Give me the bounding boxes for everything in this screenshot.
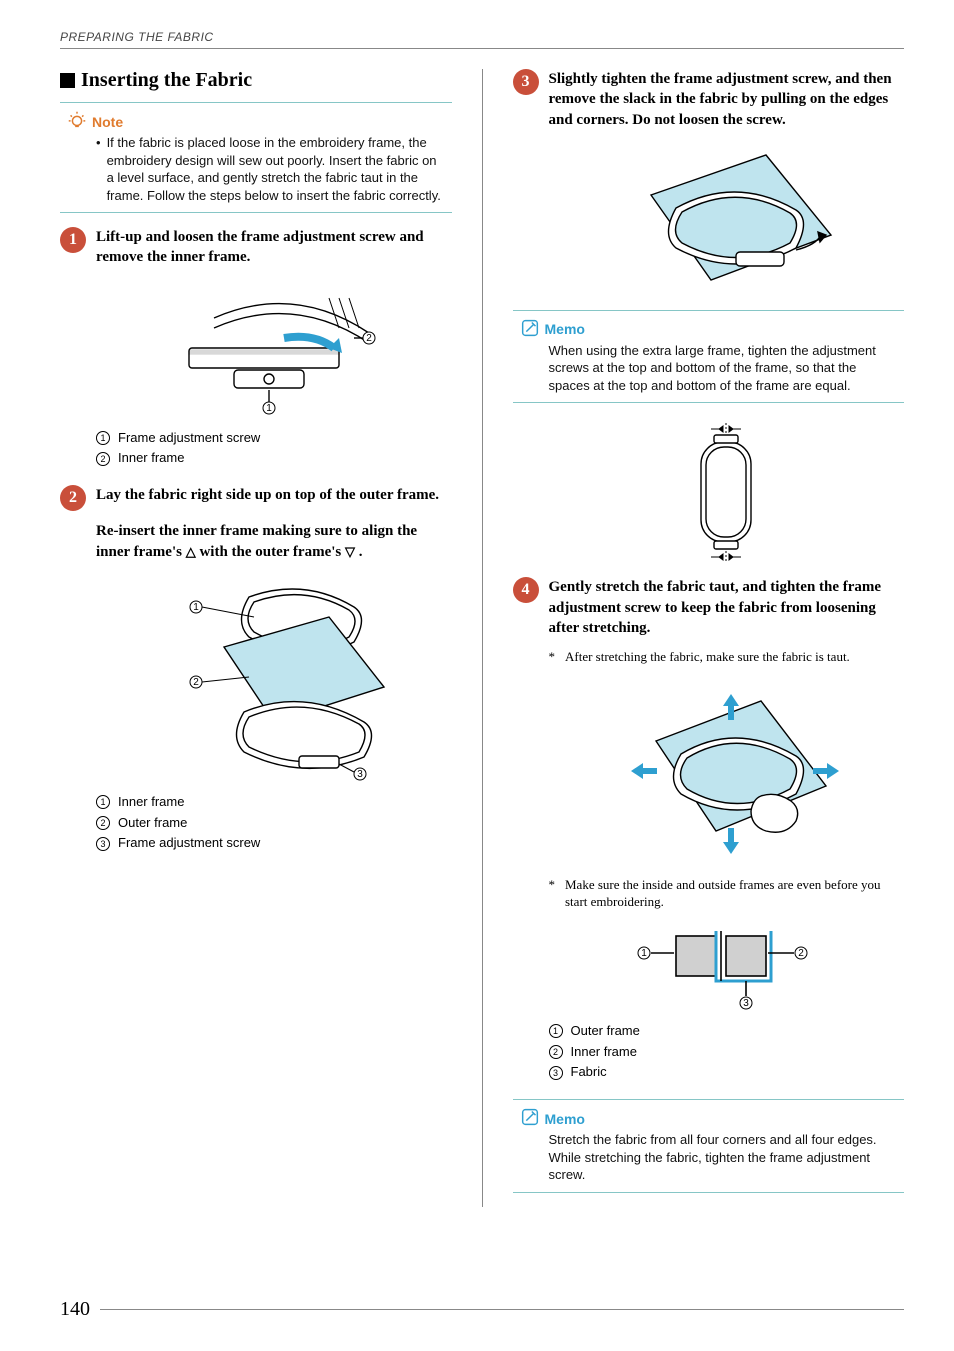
svg-text:1: 1 xyxy=(193,602,199,613)
svg-text:2: 2 xyxy=(366,333,372,344)
legend-step4: 1Outer frame 2Inner frame 3Fabric xyxy=(549,1021,905,1083)
legend-item: Outer frame xyxy=(571,1021,640,1042)
svg-text:1: 1 xyxy=(641,948,647,959)
memo-box-2: Memo Stretch the fabric from all four co… xyxy=(513,1099,905,1193)
figure-step4b: 1 2 3 xyxy=(549,921,905,1011)
note-label: Note xyxy=(92,114,123,130)
step-text: Slightly tighten the frame adjustment sc… xyxy=(549,69,905,130)
lightbulb-icon xyxy=(66,109,88,134)
svg-text:3: 3 xyxy=(357,769,363,780)
memo-header: Memo xyxy=(519,317,899,342)
step-text: Lift-up and loosen the frame adjustment … xyxy=(96,227,452,268)
triangle-up-icon: △ xyxy=(186,544,196,559)
memo-body: Stretch the fabric from all four corners… xyxy=(519,1131,899,1184)
page-number: 140 xyxy=(60,1298,90,1321)
section-title: Inserting the Fabric xyxy=(60,69,452,92)
legend-step2: 1Inner frame 2Outer frame 3Frame adjustm… xyxy=(96,792,452,854)
figure-step2: 1 2 3 xyxy=(96,572,452,782)
step-1: 1 Lift-up and loosen the frame adjustmen… xyxy=(60,227,452,268)
step4-note2: *Make sure the inside and outside frames… xyxy=(549,876,905,911)
column-divider xyxy=(482,69,483,1207)
memo-label: Memo xyxy=(545,1111,585,1127)
legend-item: Inner frame xyxy=(118,448,184,469)
legend-step1: 1Frame adjustment screw 2Inner frame xyxy=(96,428,452,470)
footer-rule xyxy=(100,1309,904,1310)
legend-item: Inner frame xyxy=(571,1042,637,1063)
step-badge: 4 xyxy=(513,577,539,603)
figure-step4a xyxy=(549,676,905,866)
note-text: If the fabric is placed loose in the emb… xyxy=(107,134,446,204)
legend-item: Outer frame xyxy=(118,813,187,834)
section-title-text: Inserting the Fabric xyxy=(81,69,252,92)
memo-icon xyxy=(519,1106,541,1131)
step-2: 2 Lay the fabric right side up on top of… xyxy=(60,485,452,511)
svg-text:2: 2 xyxy=(193,677,199,688)
step-badge: 3 xyxy=(513,69,539,95)
legend-item: Frame adjustment screw xyxy=(118,428,260,449)
step-4: 4 Gently stretch the fabric taut, and ti… xyxy=(513,577,905,638)
legend-item: Fabric xyxy=(571,1062,607,1083)
figure-memo1 xyxy=(549,417,905,567)
note-header: Note xyxy=(66,109,446,134)
content-columns: Inserting the Fabric Note •If the fabric… xyxy=(60,69,904,1207)
note-box: Note •If the fabric is placed loose in t… xyxy=(60,102,452,213)
note-body: •If the fabric is placed loose in the em… xyxy=(66,134,446,204)
step-text: Lay the fabric right side up on top of t… xyxy=(96,485,439,511)
section-square-icon xyxy=(60,73,75,88)
step-3: 3 Slightly tighten the frame adjustment … xyxy=(513,69,905,130)
svg-text:3: 3 xyxy=(743,998,749,1009)
memo-icon xyxy=(519,317,541,342)
left-column: Inserting the Fabric Note •If the fabric… xyxy=(60,69,452,1207)
step-badge: 1 xyxy=(60,227,86,253)
step-text: Gently stretch the fabric taut, and tigh… xyxy=(549,577,905,638)
memo-header: Memo xyxy=(519,1106,899,1131)
svg-text:2: 2 xyxy=(798,948,804,959)
right-column: 3 Slightly tighten the frame adjustment … xyxy=(513,69,905,1207)
memo-body: When using the extra large frame, tighte… xyxy=(519,342,899,395)
step-2-sub: Re-insert the inner frame making sure to… xyxy=(96,521,452,562)
step4-note1: *After stretching the fabric, make sure … xyxy=(549,648,905,666)
figure-step3 xyxy=(549,140,905,300)
step-badge: 2 xyxy=(60,485,86,511)
legend-item: Inner frame xyxy=(118,792,184,813)
triangle-down-icon: ▽ xyxy=(345,544,355,559)
memo-box-1: Memo When using the extra large frame, t… xyxy=(513,310,905,404)
running-header: PREPARING THE FABRIC xyxy=(60,30,904,49)
memo-label: Memo xyxy=(545,321,585,337)
figure-step1: 1 2 xyxy=(96,278,452,418)
legend-item: Frame adjustment screw xyxy=(118,833,260,854)
svg-text:1: 1 xyxy=(266,403,272,414)
